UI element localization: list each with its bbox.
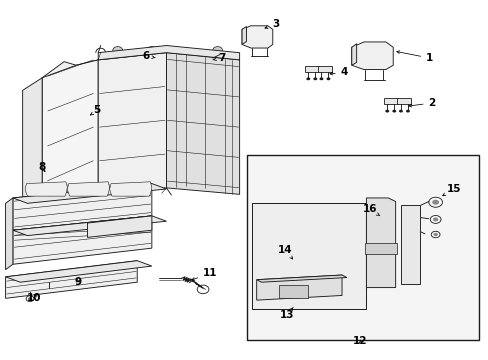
Circle shape [291, 262, 295, 265]
Text: 10: 10 [26, 293, 41, 303]
Bar [304, 66, 318, 72]
Circle shape [262, 263, 265, 266]
Circle shape [47, 287, 52, 291]
Text: 3: 3 [264, 19, 279, 29]
Circle shape [56, 163, 62, 168]
Polygon shape [351, 42, 392, 69]
Polygon shape [87, 216, 152, 237]
Circle shape [147, 46, 157, 54]
Bar [278, 285, 307, 298]
Polygon shape [256, 275, 341, 300]
Polygon shape [5, 261, 137, 298]
Text: 14: 14 [277, 245, 292, 259]
Circle shape [398, 110, 402, 113]
Circle shape [129, 178, 136, 183]
Polygon shape [5, 261, 152, 282]
Polygon shape [400, 205, 419, 284]
Text: 9: 9 [74, 277, 81, 287]
Text: 7: 7 [212, 53, 225, 63]
Polygon shape [67, 182, 109, 196]
Bar [365, 243, 396, 253]
Text: 13: 13 [279, 307, 294, 320]
Circle shape [56, 127, 62, 132]
Circle shape [129, 120, 136, 125]
FancyBboxPatch shape [211, 53, 225, 60]
Text: 11: 11 [191, 268, 217, 280]
Polygon shape [22, 78, 42, 230]
Circle shape [129, 84, 136, 89]
Circle shape [305, 77, 309, 80]
Bar [317, 66, 331, 72]
Polygon shape [242, 26, 272, 48]
Polygon shape [366, 198, 395, 288]
Polygon shape [13, 184, 152, 230]
Polygon shape [5, 198, 13, 270]
Text: 8: 8 [39, 162, 46, 172]
Polygon shape [98, 45, 239, 60]
Text: 6: 6 [142, 51, 155, 61]
Circle shape [56, 185, 62, 190]
Polygon shape [64, 60, 98, 203]
Polygon shape [13, 216, 166, 235]
Polygon shape [25, 182, 67, 196]
Circle shape [319, 77, 323, 80]
Polygon shape [42, 62, 76, 218]
Circle shape [113, 46, 122, 54]
Polygon shape [109, 182, 152, 196]
Text: 1: 1 [396, 51, 432, 63]
Circle shape [432, 233, 437, 236]
Bar [383, 98, 397, 104]
Circle shape [326, 77, 330, 80]
Circle shape [212, 46, 222, 54]
Circle shape [276, 261, 280, 264]
Circle shape [391, 110, 395, 113]
Text: 2: 2 [408, 98, 435, 108]
Polygon shape [351, 44, 356, 65]
Bar [397, 98, 410, 104]
Circle shape [56, 95, 62, 100]
Circle shape [385, 110, 388, 113]
Polygon shape [42, 60, 98, 218]
Circle shape [431, 200, 438, 205]
Text: 15: 15 [442, 184, 461, 196]
Polygon shape [256, 275, 346, 282]
Text: 5: 5 [90, 105, 101, 115]
Polygon shape [242, 27, 246, 44]
Bar [246, 155, 478, 339]
Circle shape [28, 297, 32, 300]
Polygon shape [13, 184, 166, 203]
Bar [251, 203, 366, 309]
Circle shape [405, 110, 409, 113]
Text: 16: 16 [362, 204, 379, 216]
Polygon shape [98, 53, 166, 194]
Polygon shape [166, 53, 239, 194]
Text: 12: 12 [352, 336, 367, 346]
Text: 4: 4 [329, 67, 347, 77]
Circle shape [432, 217, 437, 221]
Circle shape [129, 152, 136, 157]
Circle shape [313, 77, 317, 80]
Polygon shape [13, 216, 152, 264]
